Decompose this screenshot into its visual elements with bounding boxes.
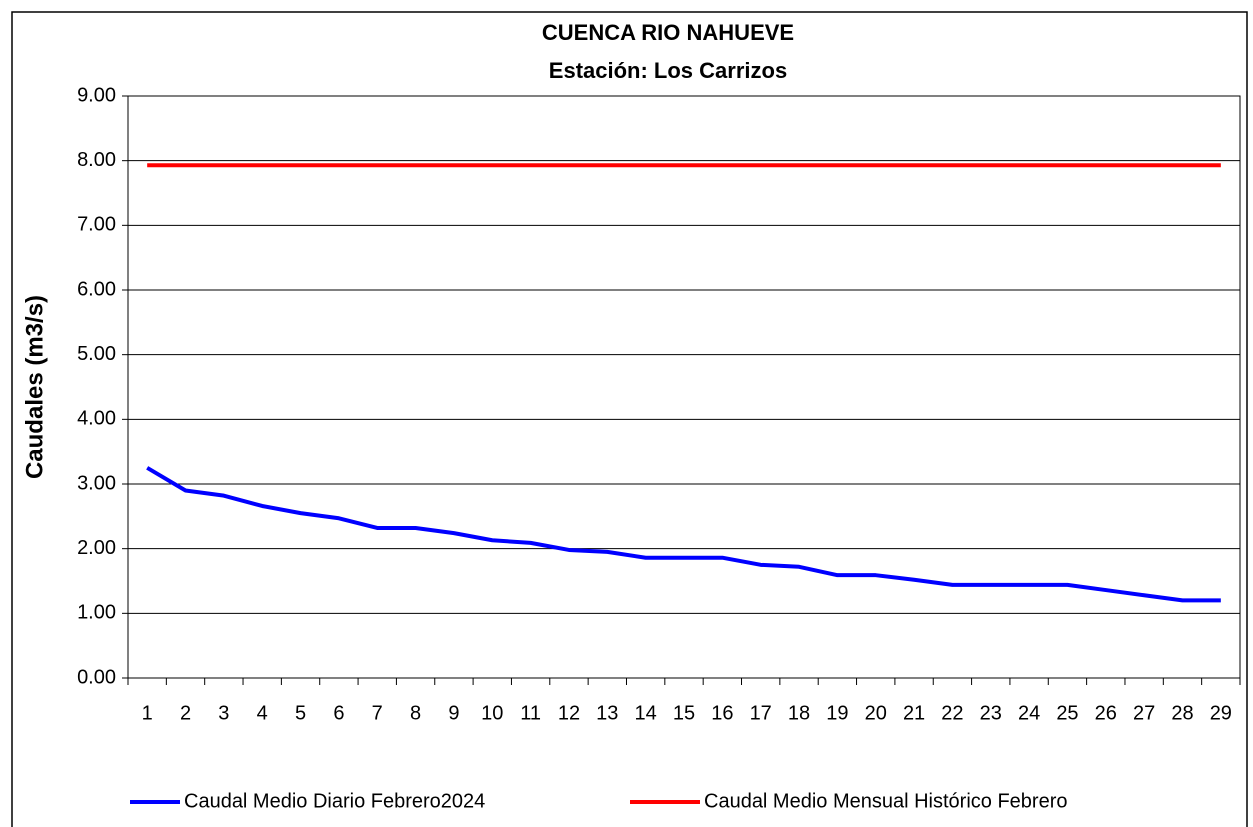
x-tick-label: 16: [711, 702, 733, 724]
x-tick-label: 5: [295, 702, 306, 724]
y-tick-label: 7.00: [77, 214, 116, 236]
x-tick-label: 18: [788, 702, 810, 724]
x-tick-label: 9: [448, 702, 459, 724]
chart-subtitle: Estación: Los Carrizos: [549, 58, 787, 83]
y-tick-label: 8.00: [77, 149, 116, 171]
x-tick-label: 6: [333, 702, 344, 724]
x-tick-label: 11: [520, 702, 541, 724]
x-tick-label: 23: [980, 702, 1002, 724]
x-tick-label: 24: [1018, 702, 1040, 724]
y-tick-label: 0.00: [77, 666, 116, 688]
x-tick-label: 26: [1095, 702, 1117, 724]
x-tick-label: 12: [558, 702, 580, 724]
x-tick-label: 21: [903, 702, 925, 724]
y-tick-label: 3.00: [77, 472, 116, 494]
x-tick-label: 19: [826, 702, 848, 724]
x-tick-label: 10: [481, 702, 503, 724]
x-tick-label: 4: [257, 702, 268, 724]
data-line: [146, 466, 1221, 603]
x-tick-label: 3: [218, 702, 229, 724]
legend-label: Caudal Medio Mensual Histórico Febrero: [704, 790, 1068, 812]
chart-title: CUENCA RIO NAHUEVE: [542, 20, 794, 45]
x-tick-label: 17: [750, 702, 772, 724]
x-tick-label: 22: [941, 702, 963, 724]
y-tick-label: 9.00: [77, 84, 116, 106]
x-tick-label: 14: [635, 702, 657, 724]
y-axis-label: Caudales (m3/s): [21, 295, 48, 479]
y-tick-label: 2.00: [77, 537, 116, 559]
x-tick-label: 28: [1171, 702, 1193, 724]
x-tick-label: 2: [180, 702, 191, 724]
x-tick-label: 15: [673, 702, 695, 724]
x-tick-label: 27: [1133, 702, 1155, 724]
x-tick-label: 1: [142, 702, 153, 724]
x-tick-label: 20: [865, 702, 887, 724]
x-tick-label: 29: [1210, 702, 1232, 724]
legend-label: Caudal Medio Diario Febrero2024: [184, 790, 485, 812]
x-tick-label: 13: [596, 702, 618, 724]
y-tick-label: 4.00: [77, 408, 116, 430]
y-tick-label: 6.00: [77, 278, 116, 300]
plot-area: [127, 95, 1241, 679]
y-tick-label: 5.00: [77, 343, 116, 365]
y-tick-label: 1.00: [77, 602, 116, 624]
x-tick-label: 7: [372, 702, 383, 724]
x-tick-label: 25: [1056, 702, 1078, 724]
x-tick-label: 8: [410, 702, 421, 724]
